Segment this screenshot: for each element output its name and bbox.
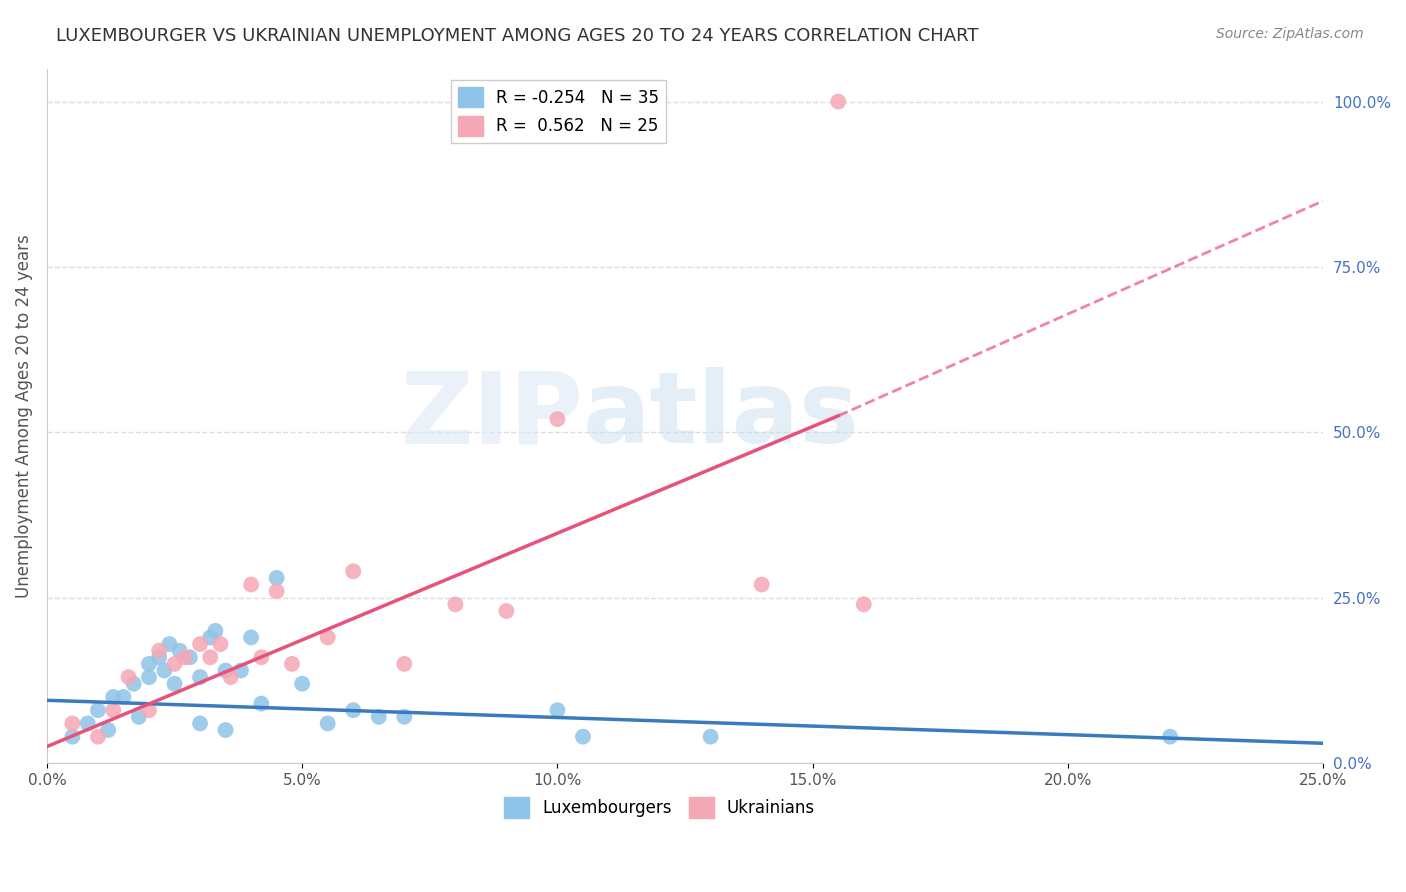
Point — [87, 703, 110, 717]
Point — [240, 577, 263, 591]
Point — [250, 650, 273, 665]
Point — [97, 723, 120, 737]
Legend: Luxembourgers, Ukrainians: Luxembourgers, Ukrainians — [498, 790, 821, 824]
Point — [214, 664, 236, 678]
Point — [163, 677, 186, 691]
Text: Source: ZipAtlas.com: Source: ZipAtlas.com — [1216, 27, 1364, 41]
Point — [148, 650, 170, 665]
Point — [188, 716, 211, 731]
Point — [76, 716, 98, 731]
Point — [209, 637, 232, 651]
Point — [394, 710, 416, 724]
Point — [128, 710, 150, 724]
Text: atlas: atlas — [583, 368, 859, 465]
Point — [444, 598, 467, 612]
Point — [163, 657, 186, 671]
Point — [148, 643, 170, 657]
Point — [188, 637, 211, 651]
Point — [200, 631, 222, 645]
Point — [153, 664, 176, 678]
Point — [173, 650, 195, 665]
Point — [112, 690, 135, 704]
Point — [169, 643, 191, 657]
Point — [200, 650, 222, 665]
Text: LUXEMBOURGER VS UKRAINIAN UNEMPLOYMENT AMONG AGES 20 TO 24 YEARS CORRELATION CHA: LUXEMBOURGER VS UKRAINIAN UNEMPLOYMENT A… — [56, 27, 979, 45]
Point — [62, 716, 84, 731]
Point — [62, 730, 84, 744]
Point — [367, 710, 389, 724]
Point — [852, 598, 875, 612]
Point — [103, 703, 125, 717]
Point — [699, 730, 721, 744]
Point — [394, 657, 416, 671]
Point — [250, 697, 273, 711]
Point — [266, 584, 288, 599]
Point — [204, 624, 226, 638]
Point — [87, 730, 110, 744]
Point — [546, 412, 568, 426]
Point — [291, 677, 314, 691]
Point — [1159, 730, 1181, 744]
Point — [214, 723, 236, 737]
Point — [342, 703, 364, 717]
Point — [179, 650, 201, 665]
Point — [117, 670, 139, 684]
Point — [316, 631, 339, 645]
Point — [122, 677, 145, 691]
Point — [342, 564, 364, 578]
Point — [103, 690, 125, 704]
Point — [827, 95, 849, 109]
Text: ZIP: ZIP — [401, 368, 583, 465]
Point — [751, 577, 773, 591]
Point — [138, 670, 160, 684]
Point — [219, 670, 242, 684]
Point — [138, 703, 160, 717]
Point — [188, 670, 211, 684]
Point — [316, 716, 339, 731]
Point — [495, 604, 517, 618]
Point — [546, 703, 568, 717]
Point — [157, 637, 180, 651]
Point — [138, 657, 160, 671]
Point — [266, 571, 288, 585]
Point — [240, 631, 263, 645]
Point — [281, 657, 304, 671]
Y-axis label: Unemployment Among Ages 20 to 24 years: Unemployment Among Ages 20 to 24 years — [15, 234, 32, 598]
Point — [572, 730, 595, 744]
Point — [229, 664, 252, 678]
